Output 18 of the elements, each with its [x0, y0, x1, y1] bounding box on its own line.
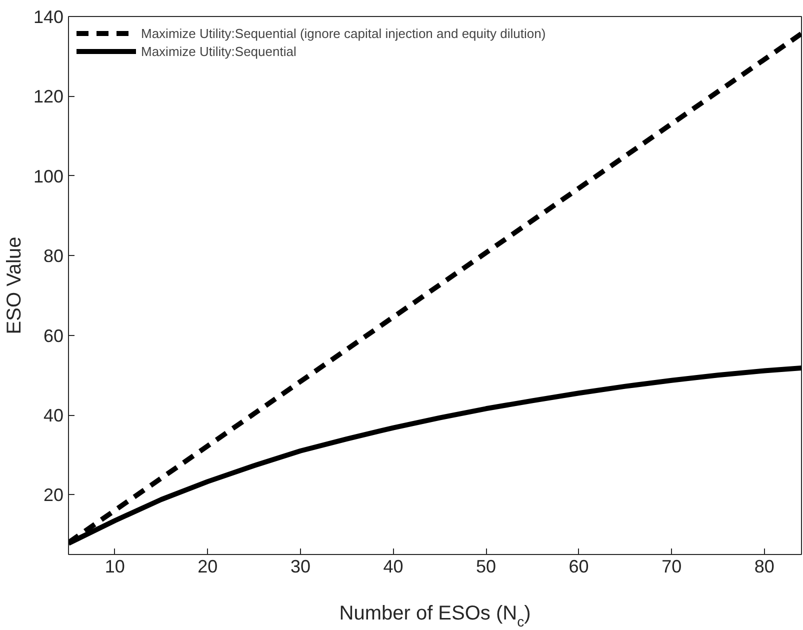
x-tick-label: 50 [476, 556, 496, 576]
y-tick-label: 100 [33, 166, 64, 186]
legend-label: Maximize Utility:Sequential [141, 42, 296, 60]
x-tick-label: 60 [568, 556, 589, 576]
y-tick-label: 120 [33, 86, 64, 107]
x-tick-label: 80 [754, 556, 774, 576]
y-tick-label: 140 [33, 7, 64, 27]
y-tick-label: 60 [43, 326, 64, 346]
legend-label: Maximize Utility:Sequential (ignore capital injection and equity dilution) [141, 24, 546, 42]
x-tick-label: 40 [383, 556, 404, 576]
x-tick-label: 10 [104, 556, 125, 576]
y-tick-label: 20 [43, 485, 64, 506]
y-tick-label: 40 [43, 406, 64, 426]
x-tick-label: 30 [290, 556, 310, 576]
y-tick-label: 80 [43, 246, 64, 266]
y-axis-title: ESO Value [3, 236, 26, 334]
x-tick-label: 20 [198, 556, 218, 576]
x-tick-label: 70 [662, 556, 682, 576]
